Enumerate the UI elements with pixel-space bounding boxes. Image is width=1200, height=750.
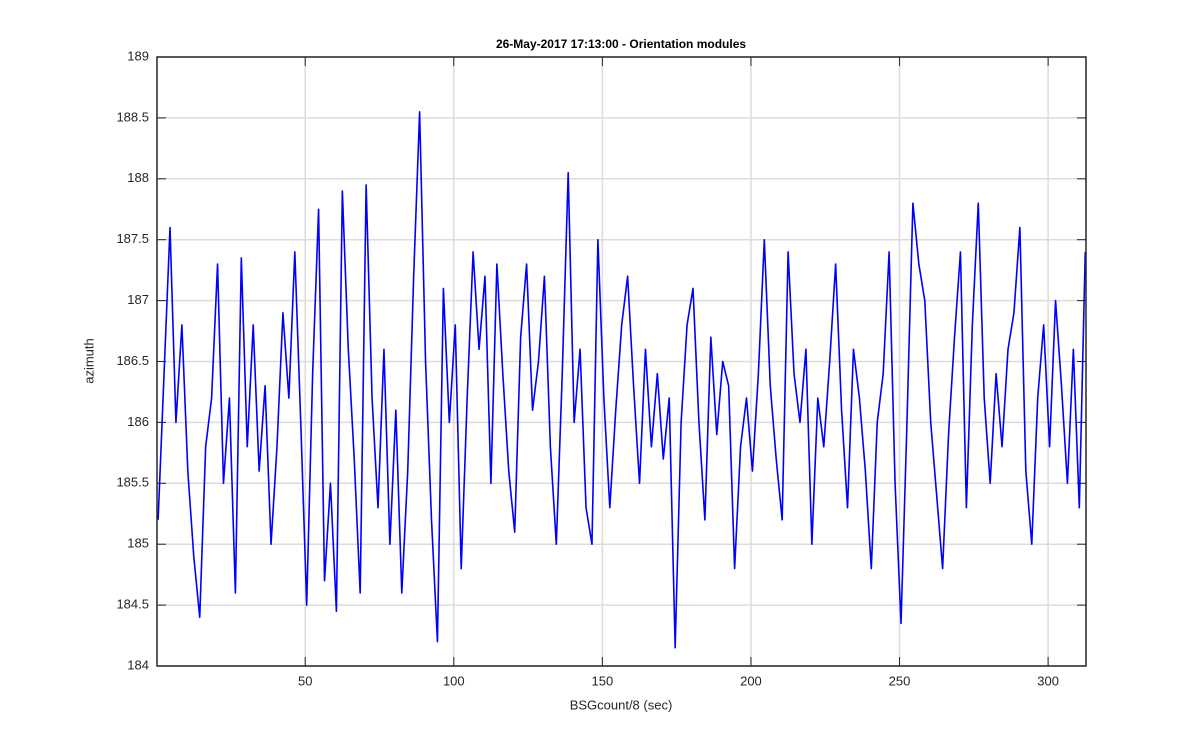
y-tick-label: 188 [127, 170, 149, 185]
axes-box [156, 56, 1087, 667]
y-tick-label: 189 [127, 48, 149, 63]
x-tick-label: 50 [298, 673, 312, 688]
x-tick-label: 150 [592, 673, 614, 688]
y-tick-label: 188.5 [116, 109, 149, 124]
x-axis-label: BSGcount/8 (sec) [570, 697, 673, 712]
chart-title: 26-May-2017 17:13:00 - Orientation modul… [496, 37, 746, 51]
y-tick-label: 187 [127, 292, 149, 307]
y-tick-label: 186.5 [116, 353, 149, 368]
x-tick-label: 200 [740, 673, 762, 688]
y-tick-label: 185.5 [116, 475, 149, 490]
x-tick-label: 250 [889, 673, 911, 688]
y-tick-label: 184 [127, 657, 149, 672]
y-tick-label: 187.5 [116, 231, 149, 246]
y-tick-label: 184.5 [116, 597, 149, 612]
y-axis-label: azimuth [81, 338, 96, 384]
x-tick-label: 300 [1037, 673, 1059, 688]
x-tick-label: 100 [443, 673, 465, 688]
y-tick-label: 185 [127, 536, 149, 551]
data-line [157, 111, 1086, 649]
y-tick-label: 186 [127, 414, 149, 429]
